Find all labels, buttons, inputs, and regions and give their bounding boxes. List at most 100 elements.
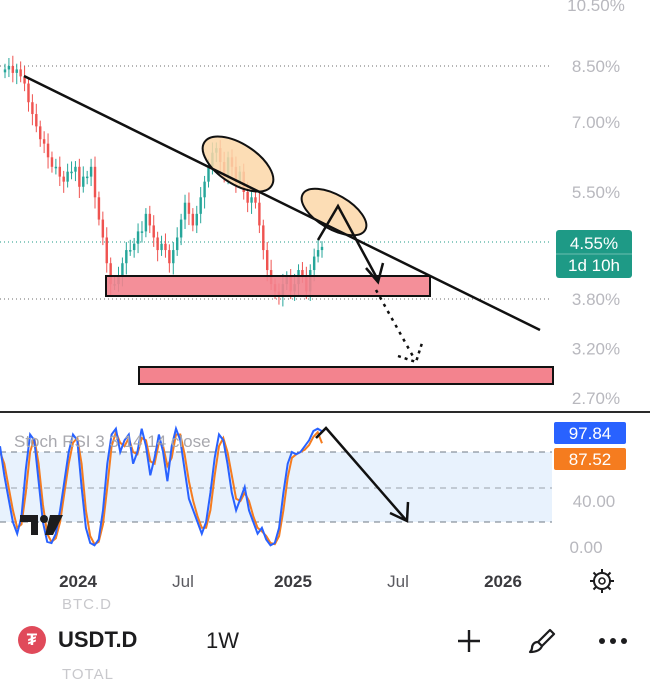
candle: [301, 270, 304, 278]
symbol-selector[interactable]: ₮ USDT.D: [18, 626, 137, 654]
candle: [19, 69, 22, 77]
candle: [187, 202, 191, 214]
stoch-level-0: 0.00: [569, 538, 602, 557]
candle: [168, 250, 171, 264]
candle: [11, 66, 15, 73]
candle: [250, 197, 253, 203]
stoch-band: [0, 452, 552, 522]
candle: [101, 219, 105, 238]
price-badge-value: 4.55%: [570, 234, 618, 253]
candle: [258, 202, 261, 226]
candle: [54, 166, 58, 169]
more-icon[interactable]: [596, 624, 630, 658]
candle: [109, 263, 112, 285]
candle: [15, 69, 18, 73]
projection-path[interactable]: [316, 203, 380, 281]
dotted-projection[interactable]: [374, 289, 417, 361]
candle: [50, 157, 54, 167]
candle: [152, 225, 155, 238]
support-zone[interactable]: [105, 275, 431, 297]
candle: [39, 126, 42, 140]
brush-icon[interactable]: [526, 624, 560, 658]
price-label-3: 5.50%: [572, 183, 620, 202]
price-label-4: 3.80%: [572, 290, 620, 309]
stoch-k-badge: [554, 422, 626, 444]
candle: [7, 66, 11, 70]
time-label-jul-1: Jul: [172, 572, 194, 591]
candle: [66, 171, 69, 182]
price-label-0: 10.50%: [567, 0, 625, 15]
indicator-title[interactable]: Stoch RSI 3 3 14 14 close: [14, 432, 211, 451]
candle: [105, 237, 108, 264]
candle: [42, 139, 46, 144]
bottom-toolbar: BTC.D TOTAL: [0, 596, 650, 683]
candle: [179, 219, 183, 238]
candles: [3, 55, 324, 307]
ghost-symbol-above: BTC.D: [62, 596, 112, 613]
candle: [85, 176, 89, 179]
candle: [160, 243, 163, 251]
candle: [46, 143, 50, 158]
candle: [203, 181, 206, 198]
candle: [74, 166, 77, 172]
stoch-arrowhead: [389, 501, 410, 523]
candle: [195, 213, 198, 226]
candle: [199, 197, 202, 214]
time-label-2026: 2026: [484, 572, 522, 591]
stoch-k-line: [0, 425, 323, 547]
tether-icon: ₮: [18, 626, 46, 654]
ghost-symbol-below: TOTAL: [62, 666, 114, 683]
candle: [254, 197, 257, 203]
chart-canvas[interactable]: 10.50% 8.50% 7.00% 5.50% 3.80% 3.20% 2.70% 4.5…: [0, 0, 650, 600]
price-label-6: 2.70%: [572, 389, 620, 408]
candle: [320, 246, 324, 251]
candle: [62, 176, 65, 182]
candle: [31, 102, 34, 115]
symbol-name: USDT.D: [58, 627, 138, 652]
candle: [129, 250, 132, 252]
candle: [144, 213, 148, 232]
candle: [246, 191, 249, 203]
plus-icon[interactable]: [452, 624, 486, 658]
candle: [132, 243, 136, 251]
time-label-jul-2: Jul: [387, 572, 409, 591]
stoch-d-badge: [554, 448, 626, 470]
descending-trendline[interactable]: [23, 74, 541, 332]
candle: [35, 114, 38, 127]
stoch-d-value: 87.52: [569, 450, 612, 469]
candle: [312, 256, 316, 271]
candle: [164, 243, 167, 251]
price-label-1: 8.50%: [572, 57, 620, 76]
highlight-ellipse-1[interactable]: [194, 125, 283, 202]
candle: [93, 166, 97, 198]
candle: [262, 225, 265, 251]
time-label-2024: 2024: [59, 572, 97, 591]
candle: [27, 83, 30, 103]
projection-arrowhead: [365, 262, 385, 285]
candle: [70, 171, 73, 174]
candle: [148, 213, 152, 226]
candle: [156, 237, 159, 251]
candle: [140, 231, 144, 233]
dotted-arrowhead: [397, 342, 424, 364]
price-label-2: 7.00%: [572, 113, 620, 132]
candle: [125, 250, 128, 264]
candle: [172, 250, 175, 264]
candle: [207, 166, 210, 182]
candle: [78, 166, 81, 187]
candle: [97, 197, 101, 220]
price-badge-countdown: 1d 10h: [568, 256, 620, 275]
candle: [191, 213, 195, 226]
candle: [3, 69, 7, 73]
candle: [58, 166, 62, 177]
stoch-level-40: 40.00: [573, 492, 616, 511]
candle: [183, 202, 187, 220]
time-label-2025: 2025: [274, 572, 312, 591]
stoch-projection-arrow[interactable]: [315, 426, 407, 521]
interval-selector[interactable]: 1W: [206, 628, 239, 653]
target-zone[interactable]: [138, 366, 554, 385]
price-badge: [556, 230, 632, 278]
price-label-5: 3.20%: [572, 340, 620, 359]
gear-icon[interactable]: [590, 569, 614, 593]
candle: [121, 263, 124, 278]
